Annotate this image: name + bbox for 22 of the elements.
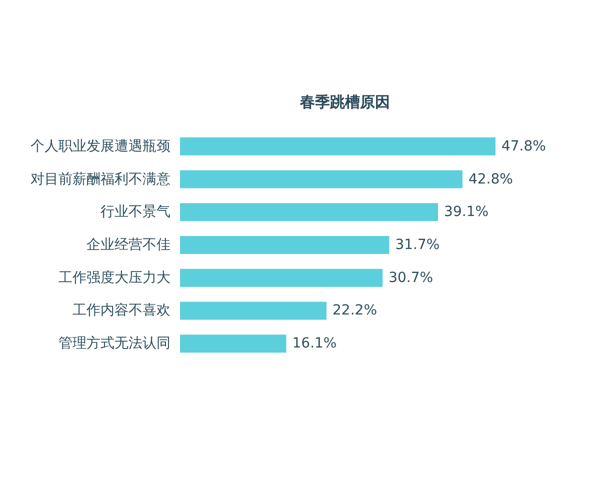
bar [180, 203, 438, 222]
data-label: 22.2% [332, 302, 378, 319]
data-label: 47.8% [501, 138, 546, 154]
y-tick-label: 个人职业发展遭遇瓶颈 [30, 138, 170, 154]
bar [180, 268, 383, 287]
y-tick-label: 企业经营不佳 [86, 237, 170, 253]
y-tick-label: 工作强度大压力大 [58, 270, 170, 286]
y-tick-label: 管理方式无法认同 [58, 336, 170, 352]
bar [180, 137, 496, 156]
y-tick-label: 对目前薪酬福利不满意 [30, 171, 170, 188]
bar [180, 236, 390, 254]
data-label: 30.7% [388, 270, 434, 286]
y-tick-label: 行业不景气 [100, 204, 170, 220]
bar [180, 334, 286, 353]
data-label: 42.8% [468, 171, 513, 188]
data-label: 16.1% [292, 336, 337, 352]
bar [180, 170, 462, 188]
y-tick-label: 工作内容不喜欢 [72, 302, 170, 319]
chart-title: 春季跳槽原因 [299, 93, 390, 111]
data-label: 31.7% [395, 237, 440, 253]
bar [180, 302, 327, 320]
data-label: 39.1% [444, 204, 489, 220]
